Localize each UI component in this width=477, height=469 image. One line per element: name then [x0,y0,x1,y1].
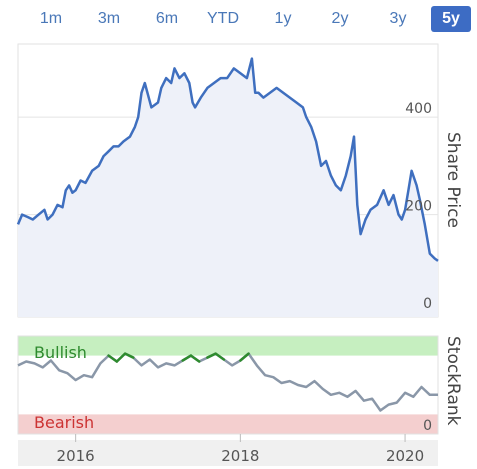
range-3m-button[interactable]: 3m [97,10,121,27]
x-axis-band [18,440,438,466]
x-tick-label: 2016 [57,447,95,465]
stockrank-bullish-segment [189,354,201,363]
stockrank-series-line [17,352,438,412]
range-5y-button[interactable]: 5y [431,6,471,32]
x-axis: 2016 2018 2020 [18,434,438,466]
stockrank-bullish-segment [214,352,226,361]
price-tick-label: 200 [405,199,432,215]
price-y-ticks: 0 200 400 [405,101,432,312]
price-tick-label: 400 [405,101,432,117]
price-series-line [16,57,439,262]
price-chart: 0 200 400 Share Price [16,43,463,318]
price-tick-label: 0 [423,296,432,312]
stockrank-bullish-segment [107,354,119,363]
stockrank-chart: Bullish Bearish 0 StockRank [17,335,463,435]
stockrank-bullish-segment [123,352,135,359]
price-area [18,58,438,317]
range-1m-button[interactable]: 1m [39,10,63,27]
price-axis-label: Share Price [443,132,463,228]
stockrank-bullish-segment [206,352,217,359]
range-1y-button[interactable]: 1y [274,10,292,27]
bullish-zone [18,336,438,356]
rank-axis-label: StockRank [443,336,463,426]
x-ticks: 2016 2018 2020 [57,434,424,465]
x-tick-label: 2018 [221,447,259,465]
stockrank-bullish-segment [115,352,127,363]
stockrank-bullish-segment [181,354,193,362]
bearish-label: Bearish [34,413,94,432]
rank-y-ticks: 0 [423,418,432,434]
range-ytd-button[interactable]: YTD [207,10,239,27]
range-3y-button[interactable]: 3y [389,10,407,27]
rank-plot-frame [17,335,439,435]
range-6m-button[interactable]: 6m [155,10,179,27]
rank-tick-label: 0 [423,418,432,434]
bearish-zone [18,414,438,434]
stockrank-bullish-segment [239,352,250,362]
range-selector: 1m 3m 6m YTD 1y 2y 3y 5y [0,0,477,36]
bullish-label: Bullish [34,343,87,362]
range-2y-button[interactable]: 2y [331,10,349,27]
x-tick-label: 2020 [386,447,424,465]
stockrank-bullish-segments [107,352,250,363]
